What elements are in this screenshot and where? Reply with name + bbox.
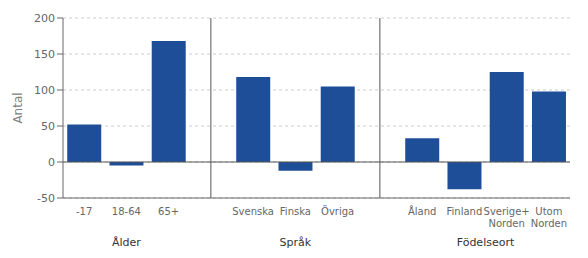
svg-text:Finska: Finska — [280, 206, 311, 217]
svg-text:-17: -17 — [76, 206, 92, 217]
svg-text:150: 150 — [34, 48, 55, 61]
svg-text:65+: 65+ — [158, 206, 179, 217]
svg-text:UtomNorden: UtomNorden — [531, 206, 567, 229]
svg-text:Åland: Åland — [408, 205, 436, 217]
svg-text:200: 200 — [34, 12, 55, 25]
svg-text:Övriga: Övriga — [321, 205, 354, 217]
svg-text:-50: -50 — [37, 192, 55, 205]
svg-text:18-64: 18-64 — [112, 206, 141, 217]
svg-text:Språk: Språk — [280, 236, 312, 249]
svg-text:Födelseort: Födelseort — [457, 236, 515, 249]
svg-text:Sverige+Norden: Sverige+Norden — [484, 206, 530, 229]
svg-text:100: 100 — [34, 84, 55, 97]
svg-text:Finland: Finland — [447, 206, 483, 217]
svg-text:Antal: Antal — [11, 92, 25, 123]
svg-text:Svenska: Svenska — [232, 206, 274, 217]
svg-text:Ålder: Ålder — [112, 236, 141, 249]
svg-text:50: 50 — [41, 120, 55, 133]
svg-text:0: 0 — [48, 156, 55, 169]
